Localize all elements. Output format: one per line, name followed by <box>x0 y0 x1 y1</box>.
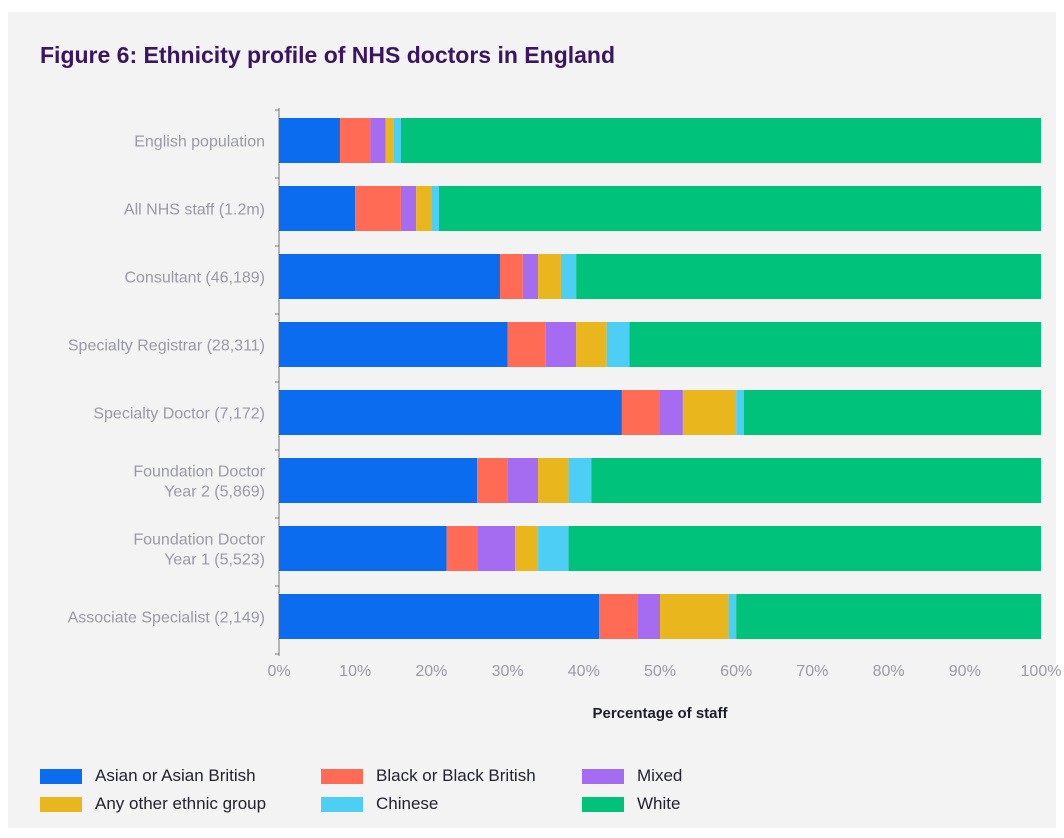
bar-segment-chinese <box>736 390 744 435</box>
bar-segment-any-other-ethnic-group <box>385 118 394 163</box>
legend-item: Any other ethnic group <box>40 794 266 814</box>
legend-label: Black or Black British <box>376 766 536 785</box>
bar-segment-asian-or-asian-british <box>279 390 622 435</box>
bar-segment-any-other-ethnic-group <box>660 594 729 639</box>
x-tick-label: 60% <box>720 663 752 680</box>
bar-segment-black-or-black-british <box>339 118 371 163</box>
chart-legend: Asian or Asian British Black or Black Bri… <box>40 766 1040 826</box>
bar-segment-any-other-ethnic-group <box>682 390 737 435</box>
x-tick-label: 50% <box>644 663 676 680</box>
legend-label: Chinese <box>376 794 439 813</box>
bar-segment-white <box>400 118 1041 163</box>
x-tick-label: 80% <box>873 663 905 680</box>
bar-segment-white <box>439 186 1041 231</box>
category-label: All NHS staff (1.2m) <box>124 202 265 219</box>
bar-segment-any-other-ethnic-group <box>416 186 432 231</box>
category-label: Associate Specialist (2,149) <box>68 610 265 627</box>
legend-swatch <box>40 768 82 784</box>
bar-segment-asian-or-asian-british <box>279 526 447 571</box>
category-label: Foundation Doctor <box>133 464 265 481</box>
bar-segment-mixed <box>545 322 577 367</box>
bar-segment-mixed <box>522 254 539 299</box>
bar-segment-white <box>743 390 1041 435</box>
bar-segment-mixed <box>507 458 539 503</box>
bar-segment-black-or-black-british <box>477 458 508 503</box>
bar-segment-any-other-ethnic-group <box>538 254 561 299</box>
bar-segment-any-other-ethnic-group <box>515 526 539 571</box>
bar-segment-white <box>591 458 1041 503</box>
bar-segment-chinese <box>568 458 592 503</box>
bar-segment-chinese <box>538 526 569 571</box>
bar-segment-asian-or-asian-british <box>279 322 508 367</box>
legend-label: Mixed <box>637 766 683 785</box>
category-label: Year 1 (5,523) <box>164 552 265 569</box>
legend-item: Mixed <box>582 766 682 786</box>
x-tick-label: 0% <box>267 663 290 680</box>
x-tick-label: 30% <box>492 663 524 680</box>
bar-segment-white <box>568 526 1041 571</box>
legend-swatch <box>582 796 624 812</box>
bar-segment-mixed <box>660 390 683 435</box>
x-tick-label: 20% <box>415 663 447 680</box>
category-label: Year 2 (5,869) <box>164 484 265 501</box>
bar-segment-mixed <box>637 594 660 639</box>
legend-item: Chinese <box>321 794 438 814</box>
bar-segment-chinese <box>728 594 737 639</box>
legend-swatch <box>321 768 363 784</box>
x-axis-label: Percentage of staff <box>592 705 728 722</box>
x-tick-label: 70% <box>796 663 828 680</box>
bar-segment-mixed <box>400 186 417 231</box>
bar-segment-chinese <box>431 186 440 231</box>
chart-title: Figure 6: Ethnicity profile of NHS docto… <box>40 42 616 68</box>
legend-label: Any other ethnic group <box>95 794 267 813</box>
bar-segment-any-other-ethnic-group <box>576 322 607 367</box>
x-tick-label: 10% <box>339 663 371 680</box>
legend-item: Asian or Asian British <box>40 766 256 786</box>
bar-segment-white <box>576 254 1041 299</box>
legend-swatch <box>321 796 363 812</box>
x-tick-label: 40% <box>568 663 600 680</box>
bar-segment-asian-or-asian-british <box>279 458 478 503</box>
bar-segment-chinese <box>606 322 630 367</box>
bar-segment-asian-or-asian-british <box>279 254 500 299</box>
bar-segment-asian-or-asian-british <box>279 118 340 163</box>
bar-segment-white <box>736 594 1041 639</box>
legend-item: White <box>582 794 680 814</box>
bar-segment-chinese <box>393 118 401 163</box>
bar-segment-black-or-black-british <box>621 390 660 435</box>
category-label: Consultant (46,189) <box>124 270 265 287</box>
x-tick-label: 100% <box>1021 663 1062 680</box>
bar-segment-asian-or-asian-british <box>279 186 356 231</box>
legend-label: Asian or Asian British <box>95 766 256 785</box>
bar-segment-chinese <box>560 254 577 299</box>
category-label: Specialty Registrar (28,311) <box>68 338 265 355</box>
stacked-bar-chart: English population All NHS staff (1.2m) Co… <box>68 108 1062 722</box>
bar-segment-asian-or-asian-british <box>279 594 600 639</box>
bar-segment-black-or-black-british <box>507 322 546 367</box>
legend-swatch <box>40 796 82 812</box>
bar-segment-mixed <box>477 526 516 571</box>
category-label: Specialty Doctor (7,172) <box>93 406 265 423</box>
legend-item: Black or Black British <box>321 766 536 786</box>
category-label: Foundation Doctor <box>133 532 265 549</box>
bar-segment-black-or-black-british <box>499 254 523 299</box>
bar-segment-black-or-black-british <box>355 186 401 231</box>
legend-label: White <box>637 794 681 813</box>
bar-segment-black-or-black-british <box>446 526 478 571</box>
x-tick-label: 90% <box>949 663 981 680</box>
bar-segment-white <box>629 322 1041 367</box>
bar-segment-black-or-black-british <box>599 594 638 639</box>
category-label: English population <box>134 134 265 151</box>
bar-segment-any-other-ethnic-group <box>538 458 569 503</box>
legend-swatch <box>582 768 624 784</box>
bar-segment-mixed <box>370 118 386 163</box>
